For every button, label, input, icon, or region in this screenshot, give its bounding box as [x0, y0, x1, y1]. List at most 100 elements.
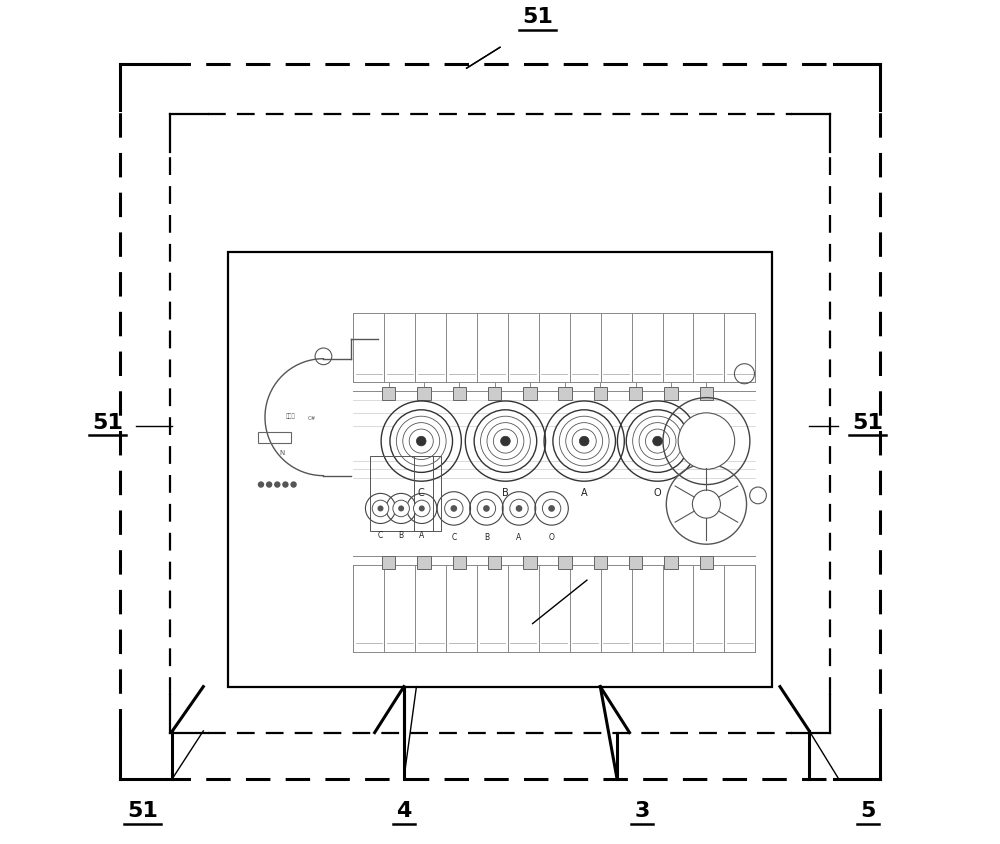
- Polygon shape: [437, 506, 443, 509]
- Bar: [700, 556, 713, 570]
- Polygon shape: [467, 517, 474, 522]
- Polygon shape: [462, 489, 467, 495]
- Polygon shape: [522, 396, 531, 407]
- Polygon shape: [431, 509, 437, 511]
- Polygon shape: [432, 502, 438, 506]
- Text: C#: C#: [308, 415, 317, 420]
- Polygon shape: [496, 509, 502, 511]
- Polygon shape: [378, 462, 389, 471]
- Polygon shape: [579, 392, 584, 402]
- Polygon shape: [496, 521, 502, 527]
- Circle shape: [579, 436, 589, 446]
- Polygon shape: [566, 393, 574, 404]
- Polygon shape: [361, 513, 367, 517]
- Polygon shape: [632, 476, 641, 487]
- Polygon shape: [619, 457, 630, 467]
- Polygon shape: [538, 522, 544, 528]
- Polygon shape: [678, 474, 687, 485]
- Polygon shape: [395, 506, 401, 509]
- Polygon shape: [470, 512, 476, 516]
- Polygon shape: [559, 476, 568, 487]
- Text: B: B: [399, 531, 404, 539]
- Polygon shape: [674, 396, 683, 407]
- Polygon shape: [383, 489, 387, 495]
- Polygon shape: [389, 520, 395, 526]
- Polygon shape: [469, 500, 475, 504]
- Polygon shape: [497, 502, 503, 506]
- Polygon shape: [509, 487, 514, 494]
- Polygon shape: [684, 481, 691, 490]
- Text: A: A: [581, 488, 588, 497]
- Circle shape: [653, 436, 662, 446]
- Polygon shape: [529, 521, 534, 527]
- Polygon shape: [568, 512, 574, 516]
- Polygon shape: [609, 452, 620, 459]
- Polygon shape: [608, 429, 619, 436]
- Text: 5: 5: [860, 800, 875, 820]
- Polygon shape: [500, 392, 505, 402]
- Polygon shape: [499, 494, 505, 499]
- Polygon shape: [464, 521, 469, 527]
- Polygon shape: [416, 392, 421, 402]
- Polygon shape: [527, 489, 532, 495]
- Polygon shape: [391, 495, 397, 500]
- Bar: [488, 387, 501, 401]
- Polygon shape: [674, 475, 682, 484]
- Polygon shape: [459, 424, 470, 431]
- Polygon shape: [552, 526, 554, 532]
- Polygon shape: [658, 481, 663, 492]
- Polygon shape: [479, 525, 483, 531]
- Polygon shape: [640, 393, 647, 404]
- Polygon shape: [658, 419, 667, 426]
- Bar: [382, 387, 395, 401]
- Polygon shape: [656, 452, 665, 457]
- Polygon shape: [360, 509, 366, 511]
- Polygon shape: [473, 522, 478, 528]
- Bar: [700, 387, 713, 401]
- Polygon shape: [549, 486, 552, 492]
- Polygon shape: [364, 517, 370, 523]
- Polygon shape: [744, 415, 753, 423]
- Polygon shape: [750, 437, 758, 441]
- Polygon shape: [516, 479, 523, 490]
- Polygon shape: [467, 495, 473, 500]
- Polygon shape: [360, 502, 366, 506]
- Polygon shape: [432, 514, 439, 518]
- Polygon shape: [680, 395, 688, 404]
- Polygon shape: [444, 487, 449, 494]
- Polygon shape: [529, 509, 535, 511]
- Bar: [594, 387, 607, 401]
- Polygon shape: [671, 401, 679, 410]
- Polygon shape: [422, 524, 424, 530]
- Polygon shape: [375, 417, 386, 425]
- Polygon shape: [655, 430, 664, 436]
- Polygon shape: [660, 460, 669, 468]
- Polygon shape: [446, 403, 457, 414]
- Polygon shape: [534, 467, 544, 477]
- Polygon shape: [438, 396, 446, 407]
- Bar: [523, 556, 537, 570]
- Polygon shape: [415, 511, 422, 516]
- Circle shape: [626, 410, 689, 473]
- Polygon shape: [408, 490, 413, 496]
- Polygon shape: [378, 488, 380, 494]
- Polygon shape: [541, 462, 552, 471]
- Polygon shape: [385, 522, 389, 528]
- Polygon shape: [382, 406, 393, 416]
- Text: 3: 3: [634, 800, 650, 820]
- Polygon shape: [387, 492, 392, 498]
- Polygon shape: [561, 521, 567, 527]
- Polygon shape: [394, 500, 400, 504]
- Polygon shape: [668, 479, 676, 490]
- Text: C: C: [451, 533, 456, 541]
- Bar: [558, 556, 572, 570]
- Polygon shape: [538, 412, 549, 421]
- Polygon shape: [504, 490, 509, 496]
- Polygon shape: [619, 406, 629, 416]
- Polygon shape: [696, 448, 707, 455]
- Bar: [258, 433, 291, 444]
- Polygon shape: [434, 516, 440, 521]
- Polygon shape: [645, 480, 651, 491]
- Circle shape: [414, 500, 430, 517]
- Polygon shape: [454, 526, 457, 532]
